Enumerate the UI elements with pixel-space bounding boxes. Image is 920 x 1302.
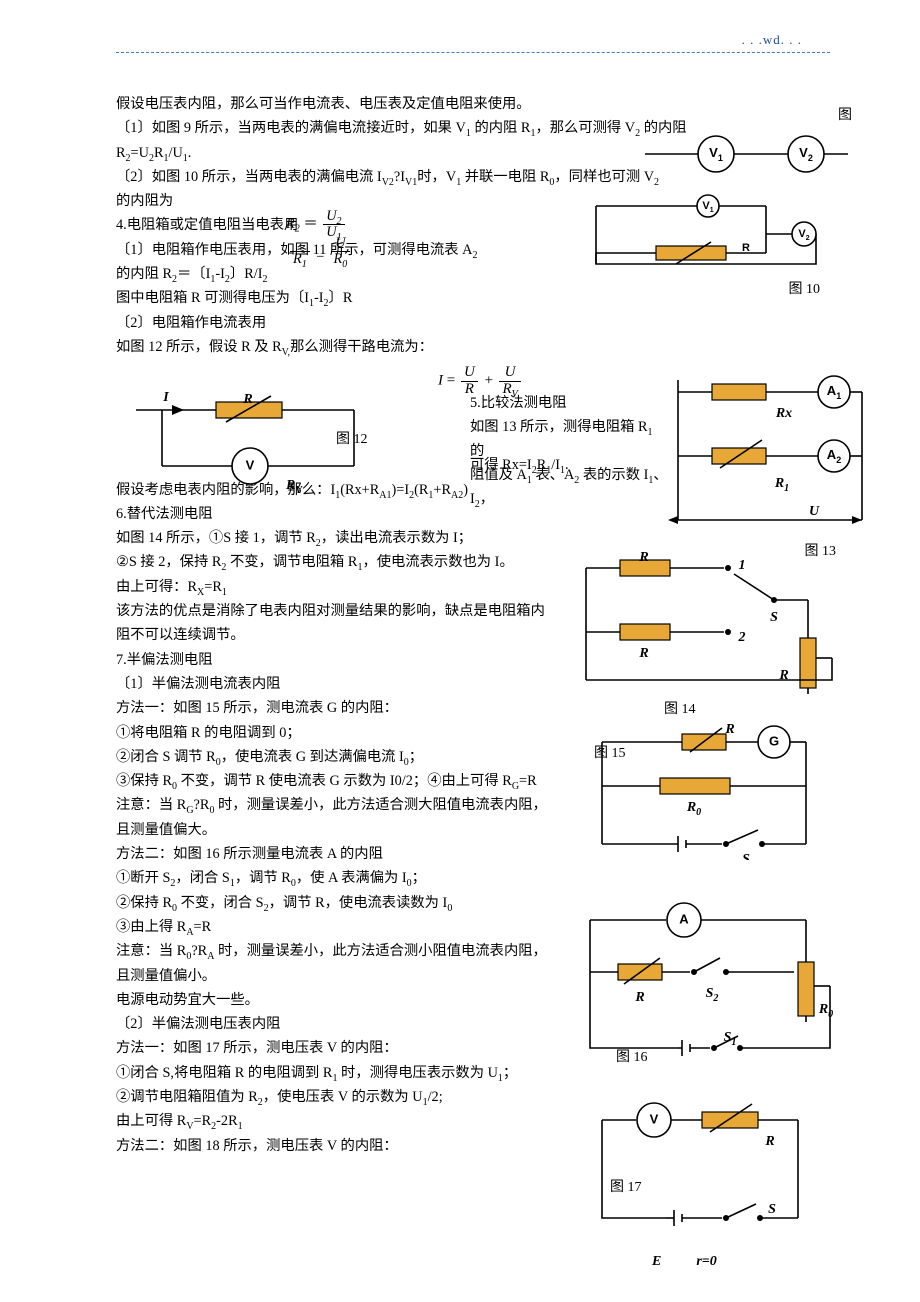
p08: 如图 12 所示，假设 R 及 RV,那么测得干路电流为：: [116, 335, 830, 359]
svg-text:Rx: Rx: [775, 406, 792, 421]
svg-text:S1: S1: [724, 1030, 737, 1048]
fig9-label: 图: [838, 104, 852, 124]
svg-text:R: R: [778, 668, 788, 683]
p21: 注意：当 RG?R0 时，测量误差小，此方法适合测大阻值电流表内阻，且测量值偏大…: [116, 793, 556, 842]
svg-text:RV: RV: [285, 478, 303, 496]
svg-text:A: A: [679, 911, 689, 926]
m1: 5.比较法测电阻: [470, 391, 670, 415]
svg-text:V: V: [650, 1111, 659, 1126]
m2: 如图 13 所示，测得电阻箱 R1 的: [470, 415, 670, 463]
svg-text:R: R: [764, 1134, 774, 1149]
svg-text:R: R: [724, 722, 734, 737]
figure-13: A1 Rx A2 R1 U 图 13: [664, 368, 864, 558]
figure-9: V1 V2 图: [640, 128, 850, 178]
svg-text:R1: R1: [774, 476, 789, 494]
figure-10: V1 V2 R 图 10: [586, 186, 826, 296]
svg-text:R0: R0: [818, 1002, 833, 1020]
fig15-label: 图 15: [594, 742, 626, 762]
figure-15: G R R0 S 图 15: [582, 720, 822, 878]
svg-text:S: S: [770, 610, 778, 625]
header-mark: . . .wd. . .: [742, 32, 802, 48]
svg-text:I: I: [162, 390, 169, 405]
fig16-label: 图 16: [616, 1046, 648, 1066]
svg-text:R: R: [742, 242, 750, 254]
svg-text:R: R: [242, 392, 252, 407]
p01: 假设电压表内阻，那么可当作电流表、电压表及定值电阻来使用。: [116, 92, 830, 116]
figure-17: V R S 图 17 E r=0: [582, 1098, 822, 1268]
p14: 该方法的优点是消除了电表内阻对测量结果的影响，缺点是电阻箱内阻不可以连续调节。: [116, 599, 556, 648]
E-label: E: [652, 1254, 661, 1269]
svg-text:R: R: [638, 646, 648, 661]
svg-text:S: S: [768, 1202, 776, 1217]
svg-text:R: R: [634, 990, 644, 1005]
svg-text:S: S: [742, 852, 750, 860]
svg-text:R0: R0: [686, 800, 701, 818]
fig10-label: 图 10: [789, 278, 821, 298]
m3: 阻值及 A1 表、A2 表的示数 I1、I2，: [470, 463, 670, 511]
figure-14: R 1 R 2 S R 图 14: [574, 546, 834, 716]
svg-text:S2: S2: [706, 986, 719, 1004]
svg-text:V: V: [246, 457, 255, 472]
fig14-label: 图 14: [664, 698, 696, 718]
figure-16: A R S2 R0: [570, 902, 838, 1080]
fig17-label: 图 17: [610, 1176, 642, 1196]
svg-text:U: U: [809, 504, 820, 519]
p26: 注意：当 R0?RA 时，测量误差小，此方法适合测小阻值电流表内阻，且测量值偏小…: [116, 939, 556, 988]
svg-text:G: G: [769, 733, 779, 748]
svg-text:2: 2: [738, 630, 746, 645]
p07: 〔2〕电阻箱作电流表用: [116, 311, 830, 335]
figure-12: I R V RV 图 12: [126, 388, 376, 498]
header-rule: [116, 52, 830, 53]
svg-text:R: R: [638, 550, 648, 565]
fig12-label: 图 12: [336, 428, 368, 448]
svg-text:1: 1: [739, 558, 746, 573]
r0-label: r=0: [696, 1254, 716, 1269]
